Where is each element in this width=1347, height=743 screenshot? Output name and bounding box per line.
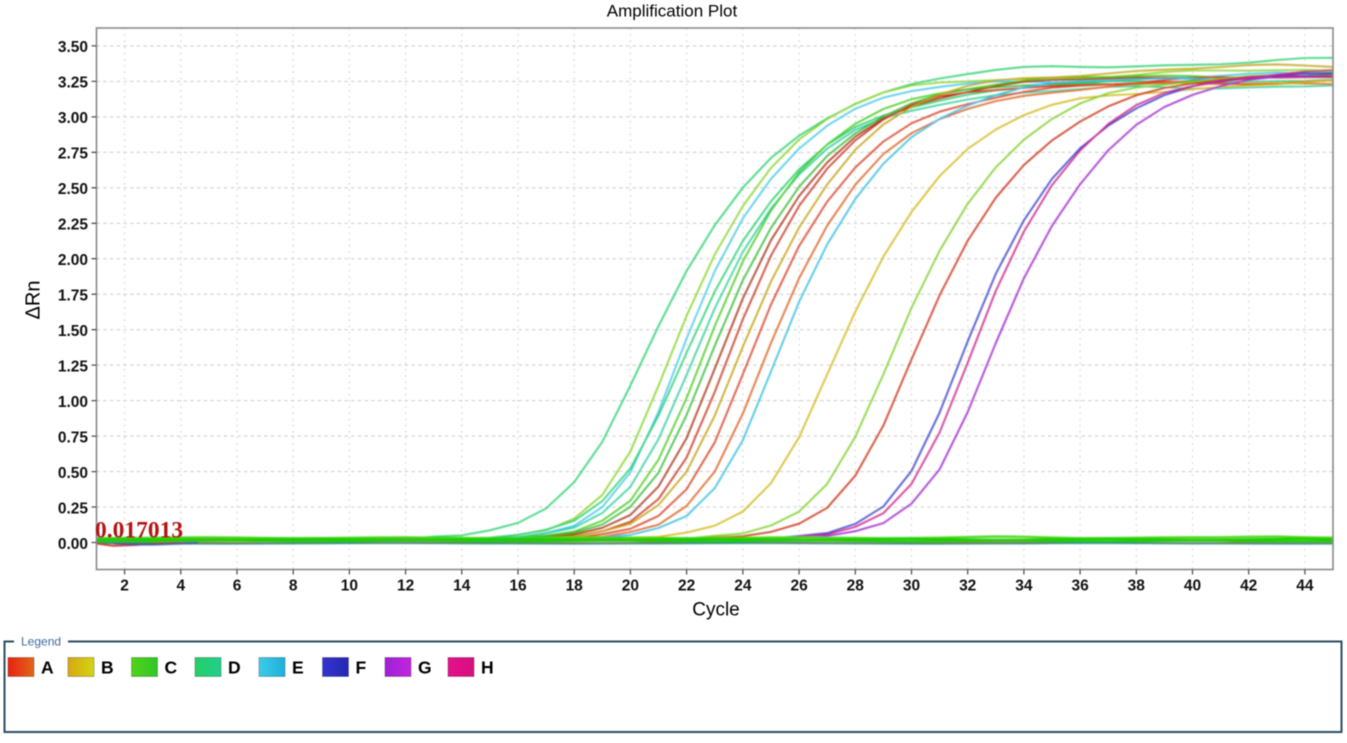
svg-text:30: 30 <box>903 577 920 594</box>
svg-text:2: 2 <box>120 577 129 594</box>
svg-text:6: 6 <box>233 577 242 594</box>
svg-text:2.25: 2.25 <box>58 217 89 234</box>
svg-text:14: 14 <box>453 577 471 594</box>
svg-text:40: 40 <box>1184 577 1201 594</box>
svg-text:44: 44 <box>1296 577 1314 594</box>
svg-text:1.25: 1.25 <box>58 358 89 375</box>
svg-text:32: 32 <box>959 577 976 594</box>
svg-text:1.50: 1.50 <box>58 323 88 340</box>
svg-text:2.75: 2.75 <box>58 146 89 163</box>
svg-text:H: H <box>481 657 494 677</box>
svg-text:1.00: 1.00 <box>58 394 88 411</box>
svg-text:22: 22 <box>678 577 695 594</box>
svg-text:Legend: Legend <box>21 635 61 649</box>
svg-text:0.00: 0.00 <box>58 536 88 553</box>
svg-text:3.50: 3.50 <box>58 39 88 56</box>
svg-text:18: 18 <box>566 577 584 594</box>
svg-text:Cycle: Cycle <box>692 600 740 621</box>
svg-text:26: 26 <box>790 577 808 594</box>
svg-text:16: 16 <box>509 577 527 594</box>
svg-text:10: 10 <box>341 577 358 594</box>
svg-text:3.25: 3.25 <box>58 75 89 92</box>
svg-text:38: 38 <box>1128 577 1146 594</box>
svg-text:8: 8 <box>289 577 298 594</box>
svg-text:20: 20 <box>622 577 639 594</box>
svg-text:1.75: 1.75 <box>58 288 89 305</box>
svg-text:Amplification Plot: Amplification Plot <box>607 2 738 21</box>
svg-text:0.50: 0.50 <box>58 465 88 482</box>
svg-text:36: 36 <box>1071 577 1089 594</box>
svg-text:F: F <box>356 657 367 677</box>
svg-text:G: G <box>418 657 432 677</box>
svg-text:4: 4 <box>176 577 185 594</box>
svg-text:42: 42 <box>1240 577 1257 594</box>
svg-text:E: E <box>292 657 304 677</box>
svg-text:ΔRn: ΔRn <box>23 281 45 320</box>
svg-text:12: 12 <box>397 577 414 594</box>
svg-text:2.50: 2.50 <box>58 181 88 198</box>
svg-text:2.00: 2.00 <box>58 252 88 269</box>
svg-text:28: 28 <box>847 577 865 594</box>
svg-text:A: A <box>41 657 54 677</box>
svg-text:D: D <box>228 657 241 677</box>
svg-text:0.25: 0.25 <box>58 500 89 517</box>
svg-text:34: 34 <box>1015 577 1033 594</box>
svg-text:24: 24 <box>734 577 752 594</box>
svg-text:C: C <box>165 657 178 677</box>
svg-text:0.75: 0.75 <box>58 429 89 446</box>
svg-text:B: B <box>101 657 114 677</box>
svg-text:0.017013: 0.017013 <box>95 518 183 544</box>
svg-text:3.00: 3.00 <box>58 110 88 127</box>
